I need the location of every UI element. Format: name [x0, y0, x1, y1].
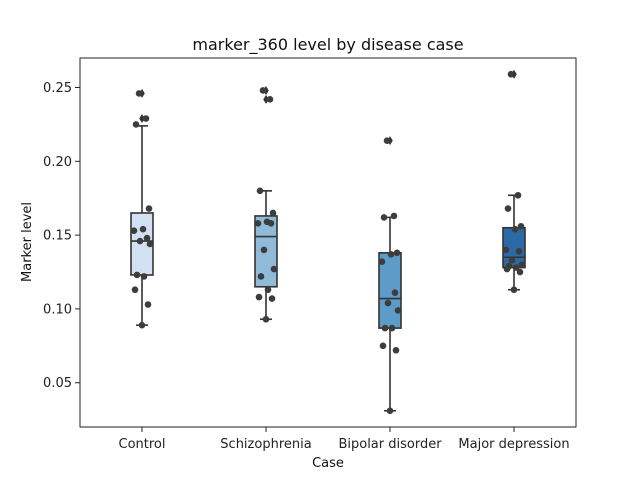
- data-point: [266, 96, 274, 103]
- data-point: [512, 264, 520, 271]
- box-bipolar-disorder: [378, 136, 402, 412]
- data-point: [514, 191, 522, 199]
- data-point: [143, 234, 151, 242]
- data-point: [269, 209, 277, 217]
- data-point: [145, 205, 153, 212]
- data-point: [516, 268, 524, 276]
- data-point: [511, 225, 519, 233]
- data-point: [139, 225, 147, 233]
- y-tick-label: 0.15: [43, 229, 72, 244]
- data-point: [256, 187, 264, 195]
- chart-title: marker_360 level by disease case: [192, 35, 463, 55]
- strip-points: [130, 70, 526, 415]
- data-point: [132, 121, 140, 128]
- data-point: [517, 222, 525, 230]
- data-point: [393, 249, 401, 257]
- data-point: [380, 214, 388, 221]
- data-point: [264, 286, 272, 294]
- data-point: [257, 273, 265, 280]
- outlier-marker: [263, 94, 269, 104]
- x-tick-label: Schizophrenia: [220, 437, 311, 452]
- data-point: [130, 227, 138, 234]
- box-series: [130, 69, 526, 412]
- box-schizophrenia: [254, 85, 278, 321]
- x-axis: Control Schizophrenia Bipolar disorder Majo…: [119, 427, 570, 452]
- data-point: [507, 70, 515, 78]
- y-tick-label: 0.10: [43, 302, 72, 317]
- data-point: [503, 265, 511, 273]
- data-point: [270, 265, 278, 273]
- data-point: [386, 407, 394, 415]
- y-tick-label: 0.20: [43, 155, 72, 170]
- data-point: [518, 261, 526, 268]
- data-point: [391, 289, 399, 296]
- y-axis: 0.05 0.10 0.15 0.20 0.25: [43, 81, 80, 391]
- data-point: [254, 220, 262, 227]
- x-tick-label: Control: [119, 437, 166, 452]
- data-point: [268, 295, 276, 302]
- data-point: [133, 271, 141, 279]
- y-axis-label: Marker level: [20, 202, 35, 282]
- x-axis-label: Case: [312, 456, 344, 471]
- plot-area-frame: [79, 57, 577, 428]
- data-point: [504, 205, 512, 212]
- data-point: [510, 286, 518, 294]
- data-point: [387, 251, 395, 258]
- data-point: [140, 273, 148, 280]
- data-point: [259, 87, 267, 94]
- data-point: [381, 324, 389, 332]
- data-point: [267, 220, 275, 227]
- data-point: [146, 240, 154, 248]
- data-point: [260, 246, 268, 254]
- outlier-marker: [139, 114, 145, 124]
- data-point: [138, 321, 146, 329]
- data-point: [262, 315, 270, 323]
- data-point: [378, 258, 386, 265]
- x-tick-label: Bipolar disorder: [338, 437, 442, 452]
- data-point: [255, 293, 263, 301]
- data-point: [142, 115, 150, 122]
- data-point: [144, 301, 152, 308]
- y-tick-label: 0.25: [43, 81, 72, 96]
- x-tick-label: Major depression: [458, 437, 569, 452]
- data-point: [379, 342, 387, 350]
- data-point: [502, 246, 510, 254]
- data-point: [390, 212, 398, 220]
- data-point: [135, 90, 143, 97]
- data-point: [515, 248, 523, 255]
- data-point: [392, 346, 400, 354]
- y-tick-label: 0.05: [43, 376, 72, 391]
- data-point: [136, 237, 144, 245]
- data-point: [508, 256, 516, 264]
- data-point: [383, 137, 391, 144]
- data-point: [384, 299, 392, 307]
- data-point: [388, 324, 396, 332]
- data-point: [394, 307, 402, 314]
- data-point: [131, 286, 139, 294]
- box-major-depression: [502, 69, 526, 291]
